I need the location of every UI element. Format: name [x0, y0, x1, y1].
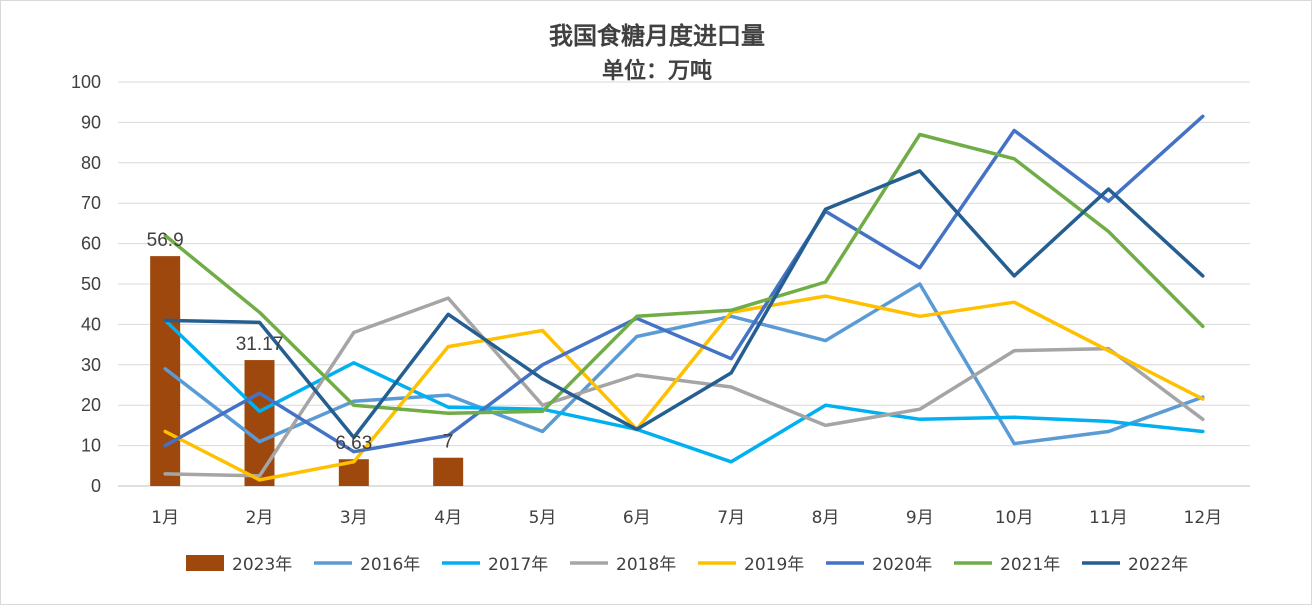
legend-label: 2017年 [488, 555, 548, 575]
bar-data-label: 6.63 [335, 433, 372, 454]
y-tick-label: 20 [81, 395, 101, 415]
x-axis-ticks: 1月 2月 3月 4月 5月 6月 7月 8月 9月 10月 11月 12月 [151, 508, 1222, 528]
x-tick-label: 3月 [340, 508, 368, 528]
legend-label: 2021年 [1000, 555, 1060, 575]
x-tick-label: 10月 [995, 508, 1034, 528]
x-tick-label: 2月 [246, 508, 274, 528]
chart-subtitle: 单位：万吨 [602, 58, 712, 84]
data-labels: 56.9 31.17 6.63 7 [147, 230, 454, 454]
x-tick-label: 4月 [434, 508, 462, 528]
series-line-2017年 [163, 318, 1205, 464]
y-tick-label: 50 [81, 274, 101, 294]
bar-data-label: 7 [443, 432, 454, 453]
bar-data-label: 31.17 [236, 334, 284, 355]
bars-2023 [150, 256, 464, 486]
x-tick-label: 7月 [717, 508, 745, 528]
legend-label: 2022年 [1128, 555, 1188, 575]
x-tick-label: 1月 [151, 508, 179, 528]
gridlines [118, 81, 1250, 487]
chart-title: 我国食糖月度进口量 [549, 21, 765, 50]
legend: 2023年 2016年 2017年 2018年 2019年 2020年 2021年 2022年 [186, 555, 1188, 575]
x-tick-label: 6月 [623, 508, 651, 528]
series-lines [163, 114, 1205, 482]
x-tick-label: 8月 [812, 508, 840, 528]
series-line-2022年 [163, 169, 1205, 440]
legend-label: 2019年 [744, 555, 804, 575]
y-tick-label: 10 [81, 436, 101, 456]
legend-swatch-bar [186, 555, 224, 571]
legend-label: 2018年 [616, 555, 676, 575]
series-line-2021年 [163, 132, 1205, 416]
y-tick-label: 70 [81, 193, 101, 213]
bar-data-label: 56.9 [147, 230, 184, 251]
y-tick-label: 0 [91, 476, 101, 496]
y-tick-label: 60 [81, 234, 101, 254]
legend-label: 2020年 [872, 555, 932, 575]
legend-label: 2023年 [232, 555, 292, 575]
x-tick-label: 9月 [906, 508, 934, 528]
y-tick-label: 100 [71, 72, 101, 92]
x-tick-label: 11月 [1089, 508, 1128, 528]
x-tick-label: 5月 [529, 508, 557, 528]
series-line-2019年 [163, 294, 1205, 482]
x-tick-label: 12月 [1184, 508, 1223, 528]
series-line-2018年 [163, 296, 1205, 478]
bar-2023 [150, 256, 181, 486]
y-tick-label: 40 [81, 314, 101, 334]
legend-label: 2016年 [360, 555, 420, 575]
series-line-2016年 [163, 282, 1205, 446]
series-line-2020年 [163, 114, 1205, 454]
y-tick-label: 30 [81, 355, 101, 375]
bar-2023 [433, 457, 464, 486]
bar-2023 [244, 360, 275, 486]
y-axis-ticks: 0 10 20 30 40 50 60 70 80 90 100 [71, 72, 101, 496]
y-tick-label: 80 [81, 153, 101, 173]
y-tick-label: 90 [81, 112, 101, 132]
